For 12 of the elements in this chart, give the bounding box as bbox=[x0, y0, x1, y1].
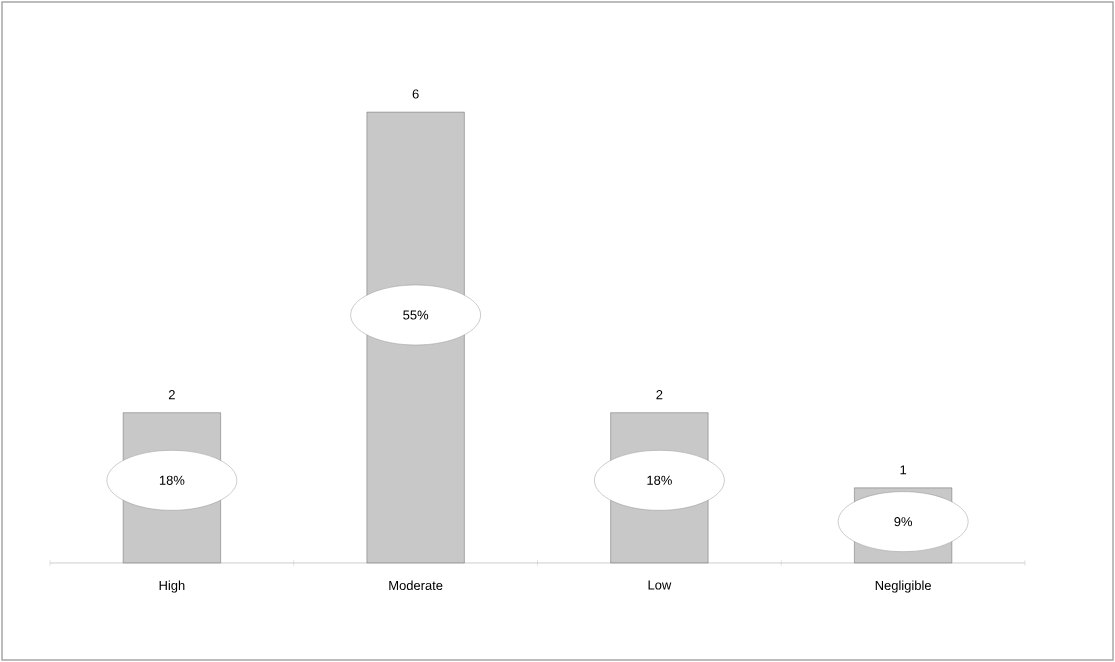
annotation: 18% bbox=[647, 475, 672, 485]
x-tick-label: Negligible bbox=[875, 580, 931, 593]
x-tick-label: Moderate bbox=[389, 580, 443, 591]
annotation: 18% bbox=[159, 475, 185, 485]
data-label: 2 bbox=[168, 390, 175, 400]
data-label: 1 bbox=[900, 465, 907, 475]
annotation: 9% bbox=[894, 517, 913, 527]
data-label: 2 bbox=[656, 390, 663, 400]
x-tick-label: High bbox=[159, 580, 185, 593]
x-tick-label: Low bbox=[648, 580, 672, 590]
data-label: 6 bbox=[412, 89, 419, 99]
annotation: 55% bbox=[403, 310, 429, 320]
